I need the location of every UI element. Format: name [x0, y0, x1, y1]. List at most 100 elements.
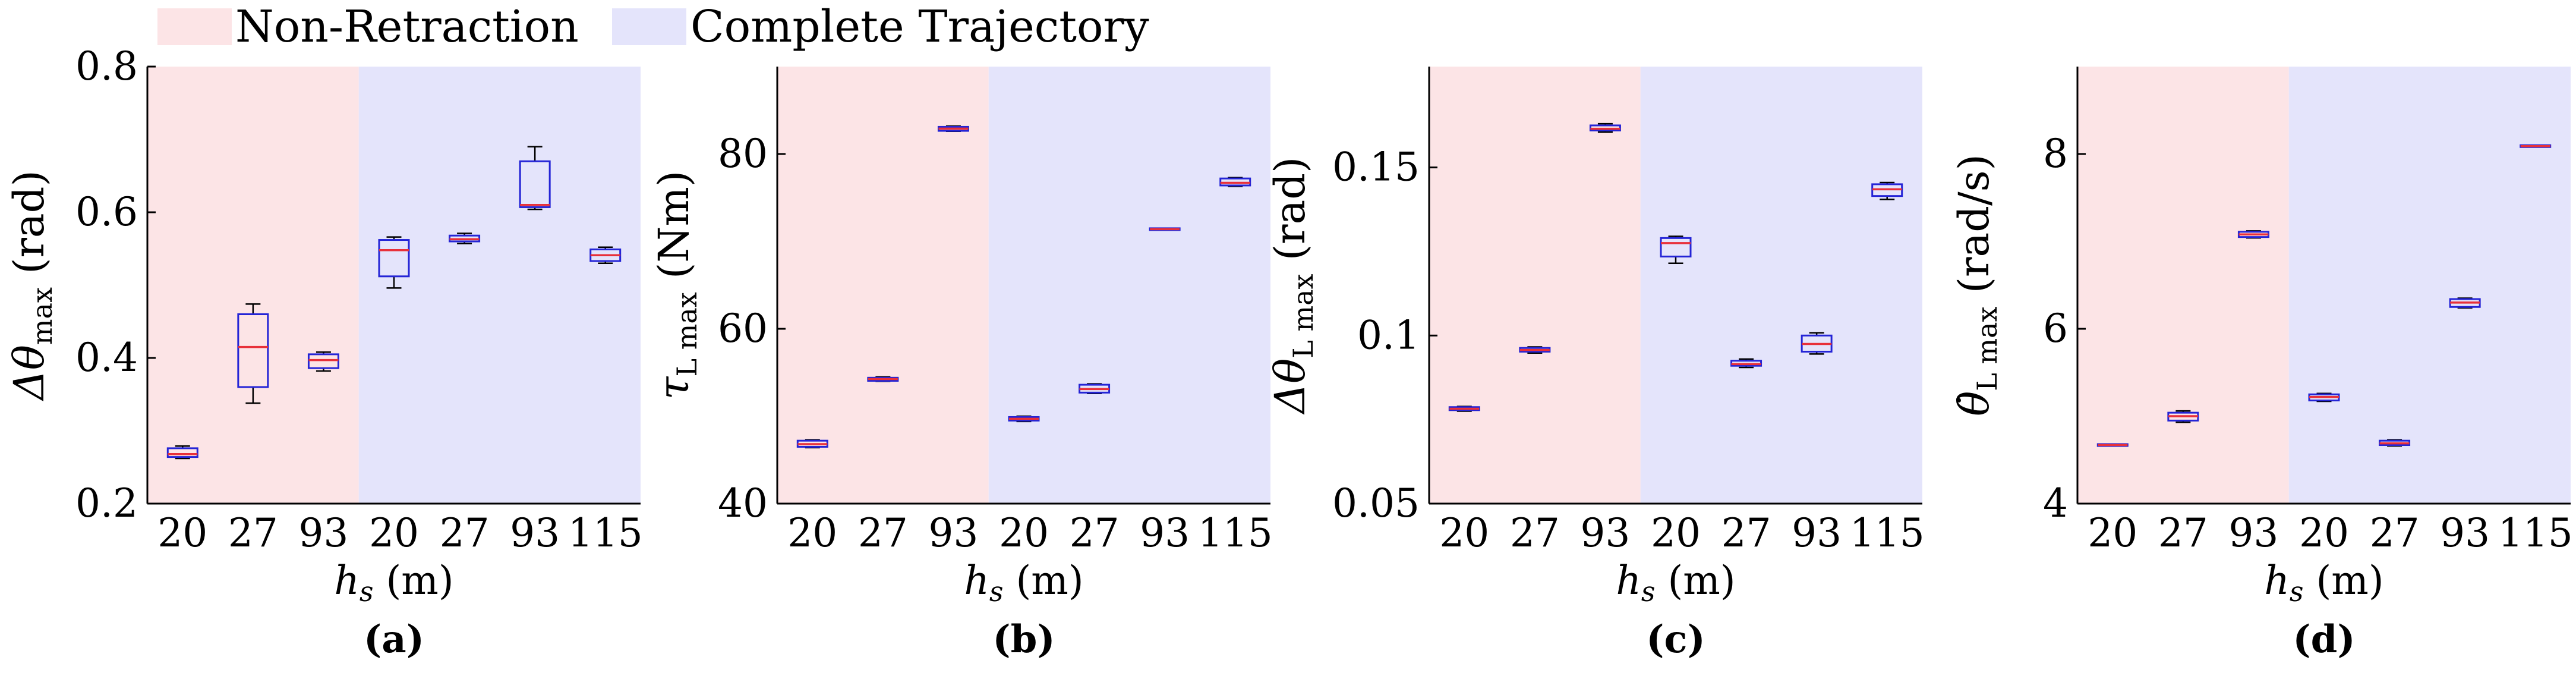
x-tick-label: 115: [1850, 510, 1925, 556]
x-axis-title: hs (m): [1616, 558, 1735, 608]
x-tick-label: 93: [1580, 510, 1630, 556]
box-body: [1660, 237, 1692, 257]
x-tick-label: 27: [1510, 510, 1560, 556]
x-tick-label: 20: [999, 510, 1049, 556]
box-body: [307, 353, 339, 369]
region-complete-trajectory: [2288, 67, 2571, 504]
x-axis-title: hs (m): [964, 558, 1083, 608]
box-body: [166, 447, 198, 458]
box-1: [867, 376, 899, 382]
legend-swatch-non-retraction: [157, 8, 232, 45]
legend-label-non-retraction: Non-Retraction: [235, 1, 579, 52]
region-complete-trajectory: [1640, 67, 1922, 504]
x-tick-label: 93: [1792, 510, 1842, 556]
box-3: [1660, 235, 1692, 264]
box-1: [237, 303, 269, 404]
box-5: [1801, 332, 1833, 355]
y-tick-label: 0.4: [75, 335, 138, 381]
x-tick-label: 27: [1070, 510, 1120, 556]
y-tick-label: 80: [718, 131, 768, 177]
box-2: [1589, 122, 1621, 133]
y-tick-label: 6: [2043, 306, 2068, 351]
box-4: [1079, 383, 1111, 395]
box-1: [1519, 346, 1551, 354]
region-non-retraction: [2077, 67, 2289, 504]
y-axis-title: τL max (Nm): [649, 171, 703, 400]
legend-label-complete-trajectory: Complete Trajectory: [690, 1, 1149, 52]
panel-label: (d): [2293, 617, 2355, 662]
region-non-retraction: [147, 67, 359, 504]
box-3: [1008, 415, 1040, 423]
x-tick-label: 93: [2440, 510, 2490, 556]
x-tick-label: 20: [1651, 510, 1701, 556]
x-tick-label: 93: [2228, 510, 2278, 556]
box-body: [237, 313, 269, 388]
box-0: [166, 445, 198, 460]
box-1: [2167, 410, 2199, 423]
x-tick-label: 115: [1198, 510, 1273, 556]
box-3: [2308, 392, 2340, 403]
box-4: [1730, 358, 1762, 369]
box-4: [449, 232, 481, 244]
x-tick-label: 20: [2299, 510, 2349, 556]
panel-label: (c): [1646, 617, 1705, 662]
x-tick-label: 27: [2370, 510, 2420, 556]
x-tick-label: 27: [440, 510, 490, 556]
region-complete-trajectory: [358, 67, 641, 504]
x-tick-label: 20: [369, 510, 419, 556]
y-tick-label: 0.1: [1357, 312, 1420, 358]
box-5: [2449, 297, 2481, 309]
x-tick-label: 20: [787, 510, 837, 556]
x-tick-label: 93: [928, 510, 978, 556]
x-tick-label: 93: [298, 510, 348, 556]
panel-label: (b): [992, 617, 1055, 662]
box-2: [307, 351, 339, 372]
x-axis-title: hs (m): [2264, 558, 2383, 608]
x-tick-label: 20: [1439, 510, 1489, 556]
box-5: [1149, 227, 1181, 231]
region-non-retraction: [1429, 67, 1641, 504]
x-tick-label: 27: [858, 510, 908, 556]
panel-label: (a): [364, 617, 424, 662]
x-tick-label: 93: [1140, 510, 1190, 556]
x-axis-title: hs (m): [334, 558, 453, 608]
x-tick-label: 27: [2158, 510, 2208, 556]
box-5: [519, 146, 551, 210]
box-0: [1448, 405, 1480, 412]
region-complete-trajectory: [988, 67, 1270, 504]
y-tick-label: 8: [2043, 131, 2068, 177]
box-3: [378, 236, 410, 289]
y-axis-title: θ̇L max (rad/s): [1950, 154, 2003, 416]
y-tick-label: 0.8: [75, 43, 138, 89]
legend-swatch-complete-trajectory: [612, 8, 686, 45]
box-0: [796, 439, 828, 449]
y-tick-label: 0.15: [1332, 144, 1420, 190]
box-body: [519, 160, 551, 208]
y-tick-label: 0.05: [1332, 480, 1420, 526]
box-0: [2096, 443, 2129, 447]
y-tick-label: 60: [718, 306, 768, 351]
x-tick-label: 27: [1721, 510, 1771, 556]
x-tick-label: 115: [2498, 510, 2573, 556]
box-body: [378, 239, 410, 278]
legend: Non-Retraction Complete Trajectory: [157, 1, 1149, 52]
box-4: [2379, 439, 2411, 447]
y-tick-label: 40: [718, 480, 768, 526]
x-tick-label: 115: [568, 510, 643, 556]
y-axis-title: Δθmax (rad): [5, 170, 58, 402]
x-tick-label: 93: [510, 510, 560, 556]
y-tick-label: 4: [2043, 480, 2068, 526]
box-6: [2520, 144, 2552, 148]
region-non-retraction: [777, 67, 989, 504]
box-6: [589, 246, 622, 264]
y-tick-label: 0.6: [75, 189, 138, 235]
box-6: [1871, 181, 1903, 200]
box-2: [937, 125, 969, 133]
y-axis-title: ΔθL max (rad): [1266, 157, 1319, 416]
y-tick-label: 0.2: [75, 480, 138, 526]
